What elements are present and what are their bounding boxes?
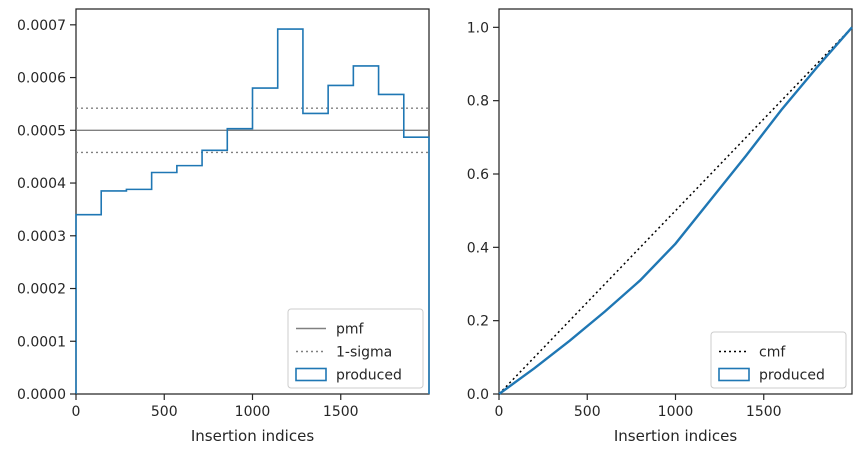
y-tick-label: 0.0002 [17, 282, 66, 298]
produced-line [498, 26, 853, 395]
legend-swatch [718, 367, 750, 382]
y-tick-label: 0.0006 [17, 71, 66, 87]
y-tick-label: 0.2 [467, 314, 489, 330]
y-tick-label: 0.0001 [17, 334, 66, 350]
right-x-ticks: 0 500 1000 1500 [495, 394, 782, 420]
right-chart-panel: 0 500 1000 1500 0.0 0.2 0.4 0.6 0.8 1.0 Insertio… [467, 8, 853, 445]
produced-histogram [75, 28, 430, 394]
y-tick-label: 0.4 [467, 240, 489, 256]
y-tick-label: 0.0005 [17, 123, 66, 139]
x-tick-label: 1500 [746, 404, 782, 420]
x-tick-label: 1500 [323, 404, 359, 420]
x-tick-label: 500 [574, 404, 601, 420]
x-tick-label: 1000 [658, 404, 694, 420]
left-x-ticks: 0 500 1000 1500 [72, 394, 359, 420]
y-tick-label: 1.0 [467, 20, 489, 36]
y-tick-label: 0.0004 [17, 176, 66, 192]
right-series-lines [498, 26, 853, 395]
right-y-ticks: 0.0 0.2 0.4 0.6 0.8 1.0 [467, 20, 499, 403]
y-tick-label: 0.0003 [17, 229, 66, 245]
y-tick-label: 0.8 [467, 94, 489, 110]
legend-label: 1-sigma [336, 345, 392, 361]
legend-label: cmf [759, 345, 786, 361]
right-x-axis-label: Insertion indices [614, 427, 737, 445]
legend-label: pmf [336, 322, 365, 338]
legend-label: produced [759, 368, 825, 384]
x-tick-label: 500 [151, 404, 178, 420]
x-tick-label: 1000 [235, 404, 271, 420]
x-tick-label: 0 [72, 404, 81, 420]
left-chart-panel: 0 500 1000 1500 0.00000.00010.00020.00030.0… [17, 8, 430, 445]
y-tick-label: 0.0 [467, 387, 489, 403]
legend-swatch [295, 367, 327, 382]
right-legend: cmf produced [710, 331, 847, 389]
y-tick-label: 0.0000 [17, 387, 66, 403]
legend-box [710, 331, 847, 389]
left-y-ticks: 0.0000 0.0001 0.0002 0.0003 0.0004 0.0005 0.00… [17, 18, 76, 403]
y-tick-label: 0.6 [467, 167, 489, 183]
x-tick-label: 0 [495, 404, 504, 420]
left-x-axis-label: Insertion indices [191, 427, 314, 445]
legend-label: produced [336, 368, 402, 384]
left-legend: pmf 1-sigma produced [287, 308, 424, 389]
y-tick-label: 0.0007 [17, 18, 66, 34]
